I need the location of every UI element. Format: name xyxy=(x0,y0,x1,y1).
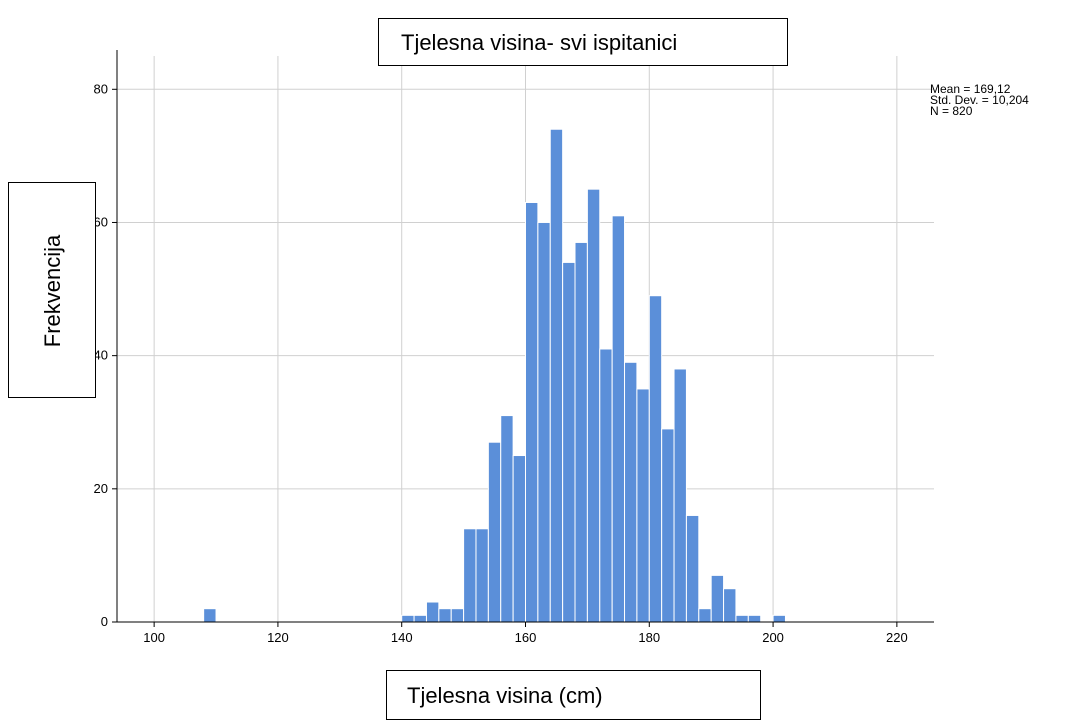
x-tick-label: 120 xyxy=(267,630,289,645)
histogram-bar xyxy=(413,614,427,623)
x-tick-label: 200 xyxy=(762,630,784,645)
histogram-bar xyxy=(487,441,502,623)
stat-std-dev: Std. Dev. = 10,204 xyxy=(930,93,1029,107)
histogram-bar xyxy=(599,348,613,623)
histogram-bar xyxy=(723,588,737,623)
histogram-bar xyxy=(735,614,749,623)
histogram-bar xyxy=(549,128,564,623)
stat-n: N = 820 xyxy=(930,104,973,118)
histogram-bar xyxy=(203,608,217,623)
histogram-bar xyxy=(562,261,576,623)
histogram-bar xyxy=(661,428,675,623)
histogram-bar xyxy=(747,614,762,623)
histogram-bar xyxy=(512,455,527,623)
stat-mean: Mean = 169,12 xyxy=(930,82,1011,96)
y-tick-label: 20 xyxy=(94,481,108,496)
x-tick-label: 140 xyxy=(391,630,413,645)
y-tick-label: 80 xyxy=(94,81,108,96)
summary-statistics: Mean = 169,12 Std. Dev. = 10,204 N = 820 xyxy=(930,82,1029,118)
x-tick-label: 180 xyxy=(638,630,660,645)
histogram-bar xyxy=(648,295,663,623)
histogram-bar xyxy=(500,415,514,623)
histogram-bar xyxy=(425,601,440,623)
y-tick-label: 0 xyxy=(101,614,108,629)
histogram-bar xyxy=(525,201,539,623)
histogram-bar xyxy=(772,614,786,623)
x-tick-label: 160 xyxy=(515,630,537,645)
histogram-bar xyxy=(450,608,465,623)
histogram-bar xyxy=(624,361,638,623)
histogram-bar xyxy=(475,528,489,623)
histogram-bars xyxy=(203,128,786,623)
x-axis-label: Tjelesna visina (cm) xyxy=(386,670,761,720)
histogram-bar xyxy=(710,574,725,623)
axes xyxy=(112,50,934,627)
histogram-bar xyxy=(698,608,712,623)
y-tick-labels: 0 20 40 60 80 xyxy=(94,81,108,629)
histogram-bar xyxy=(574,241,588,623)
histogram-bar xyxy=(438,608,452,623)
histogram-bar xyxy=(673,368,687,623)
histogram-bar xyxy=(611,215,626,623)
y-tick-label: 40 xyxy=(94,348,108,363)
histogram-bar xyxy=(586,188,601,623)
histogram-bar xyxy=(401,614,415,623)
chart-title: Tjelesna visina- svi ispitanici xyxy=(378,18,788,66)
x-tick-label: 100 xyxy=(143,630,165,645)
y-axis-label-box: Frekvencija xyxy=(8,182,96,398)
y-axis-label: Frekvencija xyxy=(40,234,65,348)
histogram-bar xyxy=(537,221,551,623)
histogram-bar xyxy=(685,514,700,623)
x-tick-label: 220 xyxy=(886,630,908,645)
x-tick-labels: 100 120 140 160 180 200 220 xyxy=(143,630,907,645)
histogram-bar xyxy=(636,388,650,623)
y-tick-label: 60 xyxy=(94,214,108,229)
histogram-bar xyxy=(463,528,477,623)
